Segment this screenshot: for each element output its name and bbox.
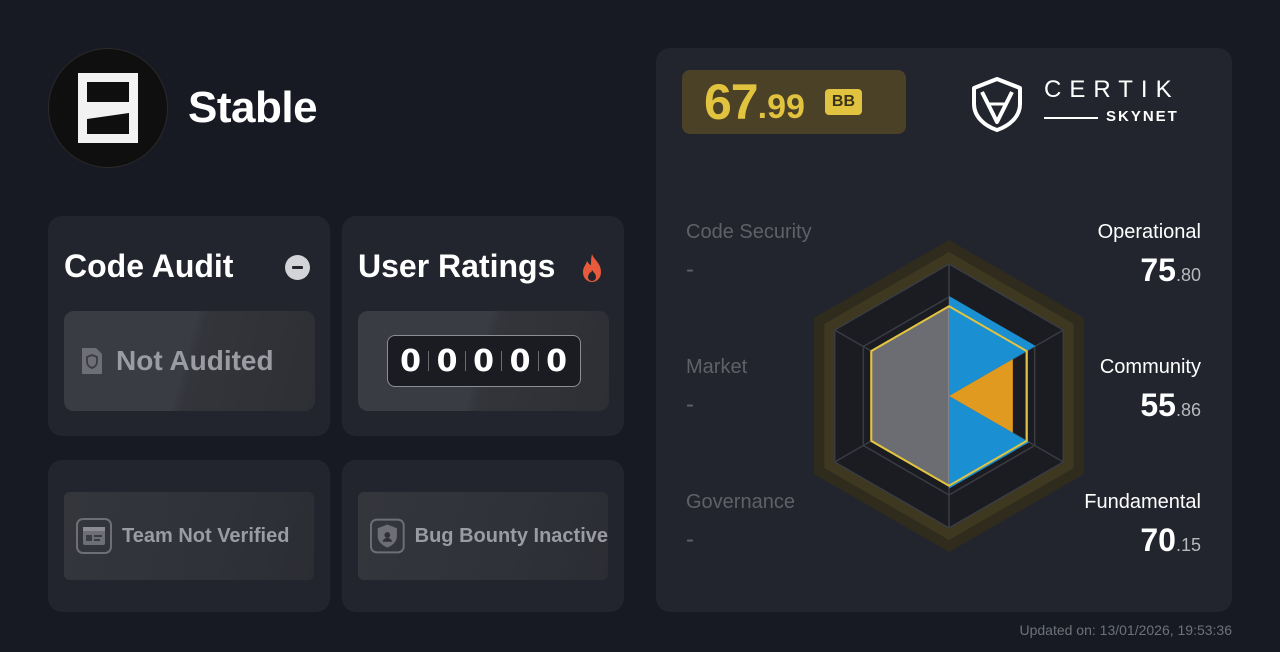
metric-dec: .15	[1175, 535, 1201, 555]
audit-status: Not Audited	[64, 311, 315, 411]
certik-shield-icon	[972, 77, 1022, 132]
digit-divider	[537, 351, 539, 371]
minus-circle-icon	[285, 255, 310, 280]
metric-label: Operational	[1097, 221, 1201, 243]
bug-bounty-label: Bug Bounty Inactive	[414, 524, 608, 547]
rating-digit: 0	[473, 343, 494, 379]
audit-result: Not Audited	[116, 345, 274, 376]
metric-value: -	[686, 526, 694, 553]
ratings-counter: 0 0 0 0 0	[386, 335, 581, 387]
metric-int: 70	[1140, 522, 1176, 558]
metric-market: Market -	[686, 355, 747, 425]
radar-wedge-fundamental	[949, 396, 1030, 489]
metric-label: Governance	[686, 491, 795, 513]
id-card-icon	[76, 518, 112, 554]
bug-bounty-status: Bug Bounty Inactive	[358, 492, 608, 580]
rating-digit: 0	[400, 343, 421, 379]
user-ratings-card[interactable]: User Ratings 0 0 0 0 0	[342, 216, 624, 436]
score-decimal: .99	[757, 87, 805, 126]
rating-digit: 0	[546, 343, 567, 379]
metric-fundamental: Fundamental 70.15	[1084, 490, 1201, 565]
metric-label: Community	[1099, 356, 1201, 378]
project-logo	[48, 48, 168, 168]
user-ratings-title: User Ratings	[358, 248, 556, 284]
score-badge: 67 .99 BB	[682, 70, 906, 134]
metric-code-security: Code Security -	[686, 220, 812, 290]
radar-score-outline-top	[870, 305, 1028, 487]
metric-value: -	[686, 391, 694, 418]
digit-divider	[464, 351, 466, 371]
bug-bounty-card[interactable]: Bug Bounty Inactive	[342, 460, 624, 612]
rating-digit: 0	[436, 343, 458, 379]
metric-label: Code Security	[686, 221, 812, 243]
metric-value: 55.86	[1100, 385, 1201, 430]
digit-divider	[428, 351, 430, 371]
metric-governance: Governance -	[686, 490, 795, 560]
fire-icon	[583, 254, 601, 282]
metric-label: Market	[686, 356, 748, 378]
skynet-score-panel: 67 .99 BB CERTIK SKYNET Code Security - …	[656, 48, 1232, 612]
team-status: Team Not Verified	[64, 492, 314, 580]
metric-int: 75	[1140, 252, 1176, 288]
metric-dec: .86	[1175, 400, 1201, 420]
score-radar	[813, 240, 1085, 552]
radar-wedge-community	[949, 359, 1013, 433]
shield-document-icon	[82, 348, 102, 374]
score-grade: BB	[824, 89, 862, 115]
rating-digit: 0	[509, 343, 531, 379]
stable-logo-icon	[78, 73, 138, 143]
radar-outer-border	[833, 263, 1065, 529]
digit-divider	[501, 351, 503, 371]
score-integer: 67	[704, 74, 759, 130]
radar-wedge-operational	[949, 295, 1036, 396]
metric-community: Community 55.86	[1100, 355, 1201, 430]
metric-value: 75.80	[1098, 250, 1201, 295]
code-audit-card[interactable]: Code Audit Not Audited	[48, 216, 330, 436]
shield-bug-icon	[370, 518, 405, 554]
team-label: Team Not Verified	[122, 524, 290, 547]
metric-label: Fundamental	[1084, 491, 1201, 513]
metric-value: 70.15	[1084, 520, 1201, 565]
updated-timestamp: Updated on: 13/01/2026, 19:53:36	[1019, 622, 1232, 638]
metric-value: -	[686, 256, 694, 283]
brand-top: CERTIK	[1044, 76, 1180, 103]
metric-operational: Operational 75.80	[1098, 220, 1201, 295]
team-card[interactable]: Team Not Verified	[48, 460, 330, 612]
ratings-counter-panel: 0 0 0 0 0	[358, 311, 609, 411]
metric-int: 55	[1140, 387, 1176, 423]
code-audit-title: Code Audit	[64, 248, 234, 284]
project-name: Stable	[188, 83, 318, 132]
metric-dec: .80	[1175, 265, 1201, 285]
brand-divider	[1044, 117, 1098, 119]
brand-bottom: SKYNET	[1106, 108, 1179, 125]
